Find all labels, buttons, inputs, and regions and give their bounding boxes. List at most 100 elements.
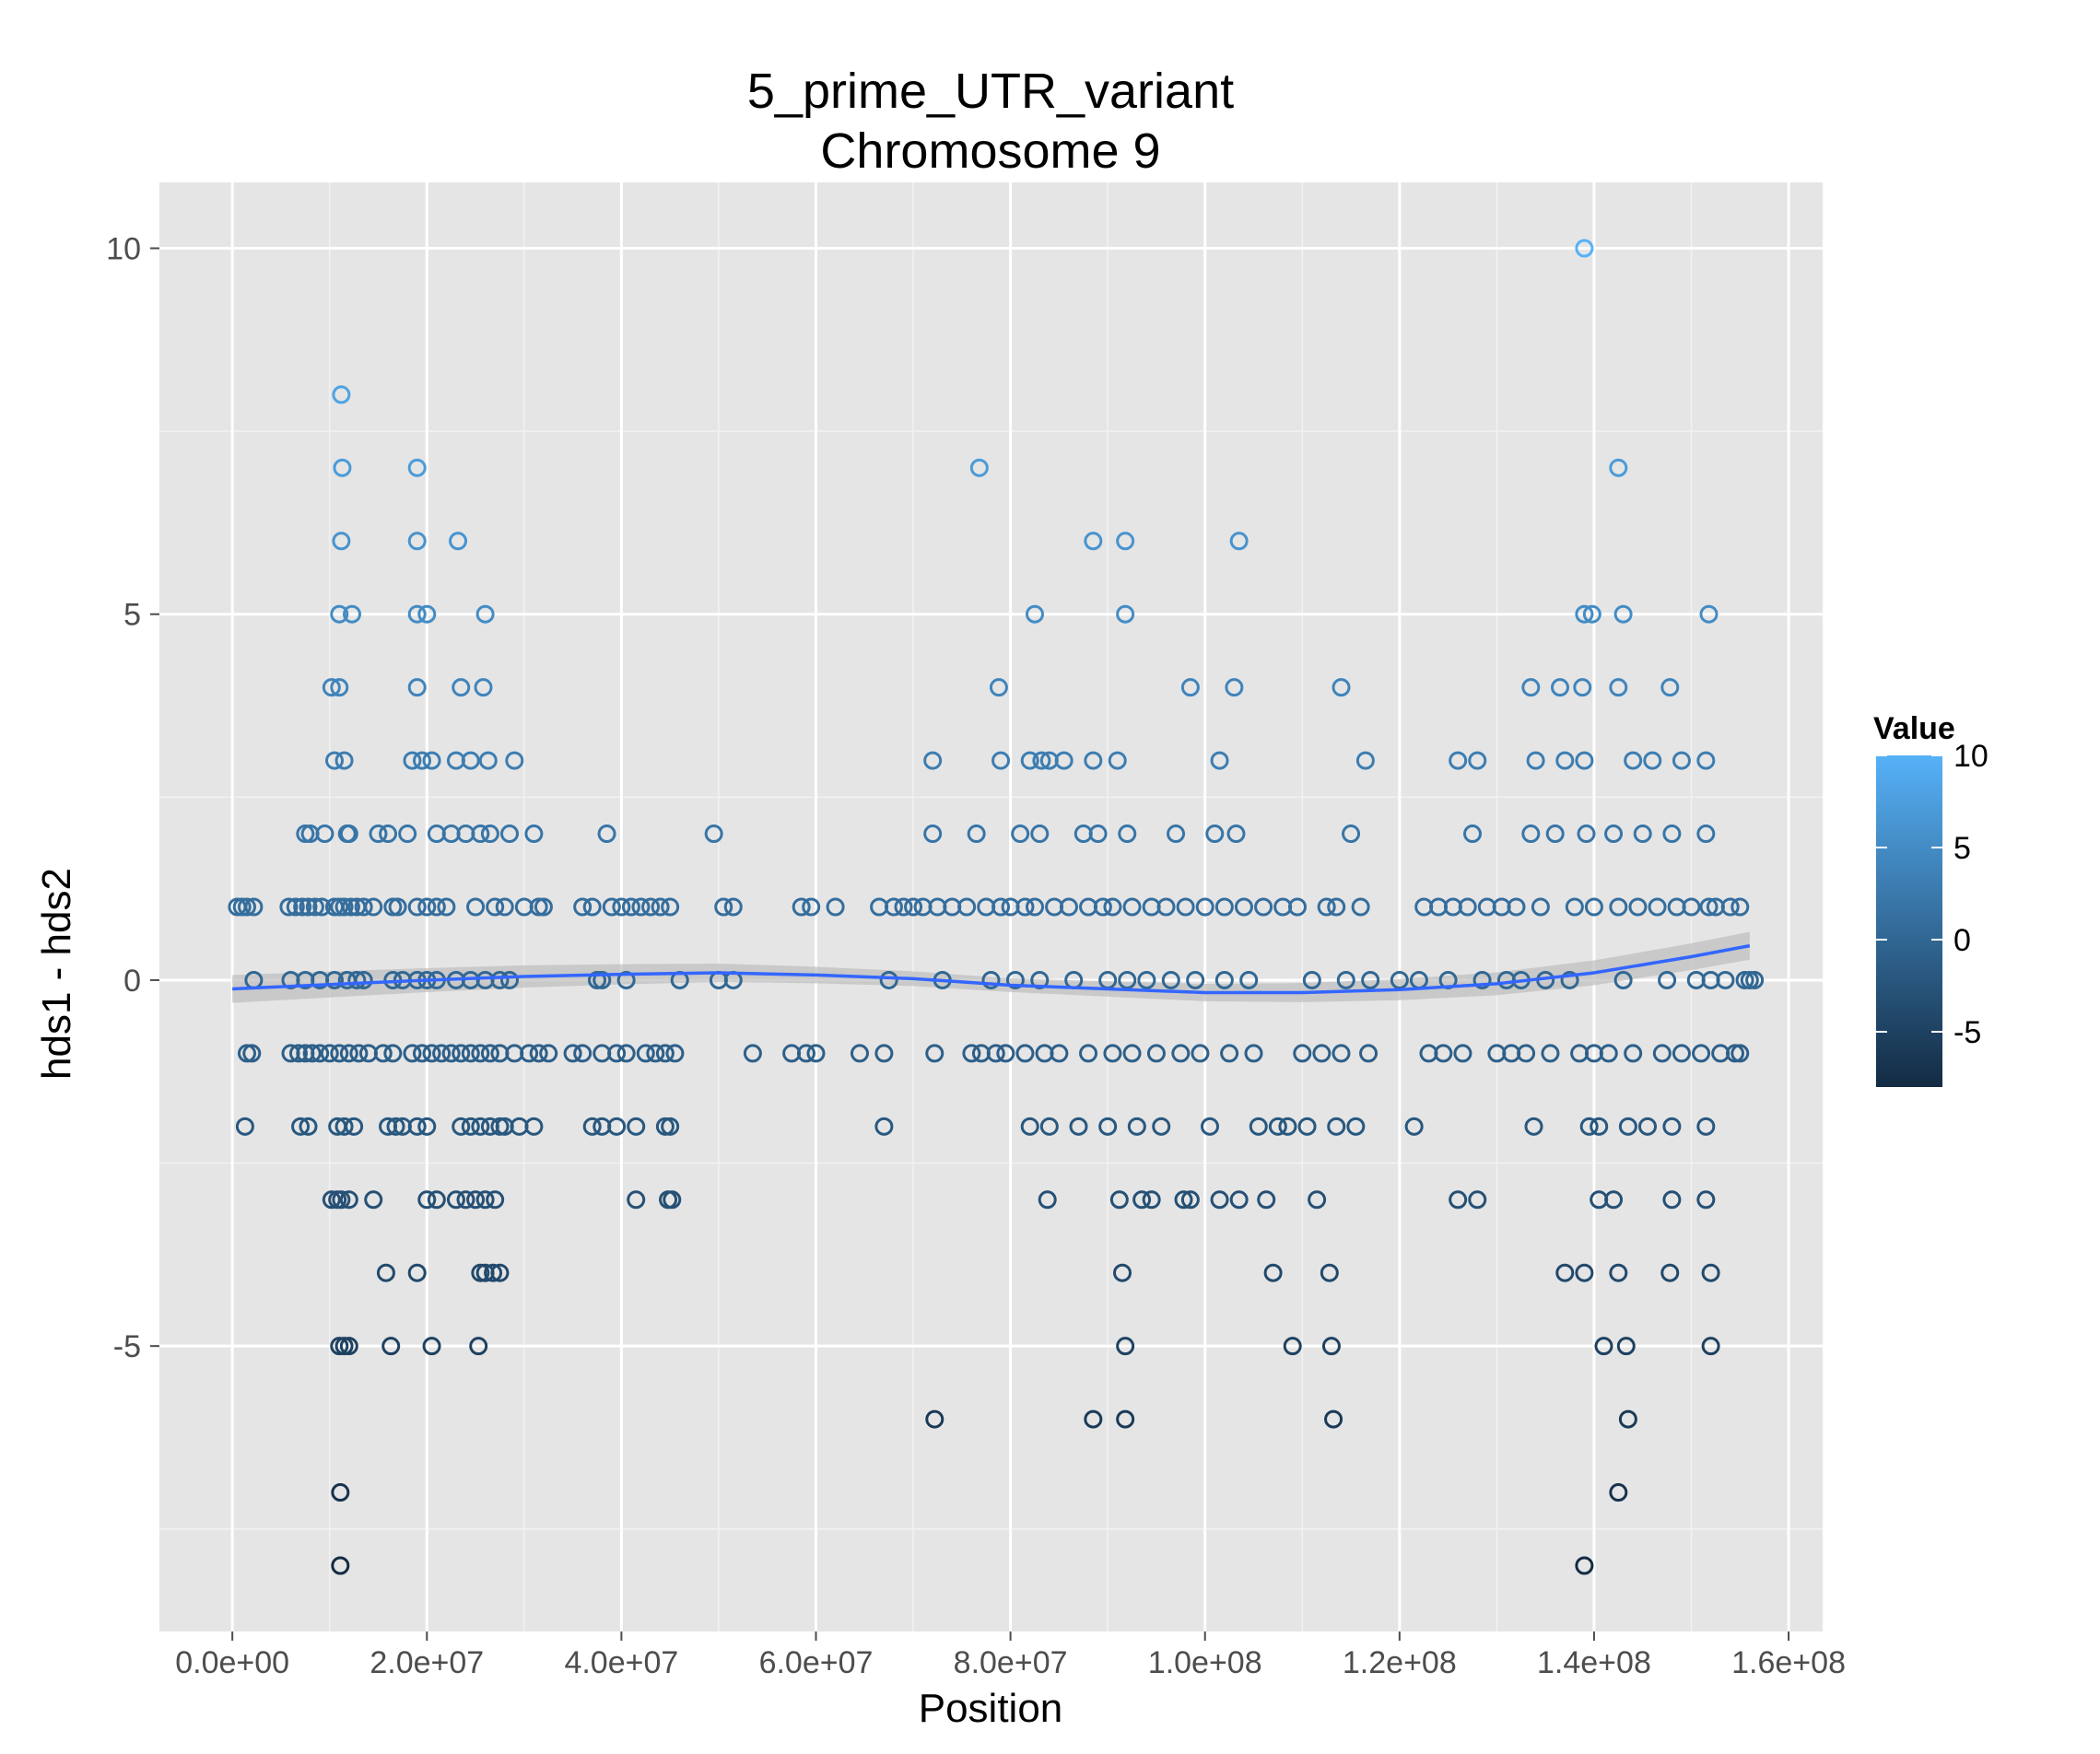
x-tick-label: 0.0e+00 (175, 1645, 289, 1680)
y-axis-title: hds1 - hds2 (34, 868, 79, 1080)
data-point (1662, 1117, 1682, 1136)
data-point (388, 897, 407, 917)
data-point (427, 897, 446, 917)
data-point (1628, 897, 1648, 917)
data-point (661, 897, 680, 917)
data-point (1137, 970, 1156, 989)
data-point (1320, 1263, 1339, 1282)
data-point (471, 1263, 490, 1282)
legend-tick-label: 10 (1953, 739, 1989, 774)
data-point (962, 1044, 981, 1063)
data-point (452, 1044, 471, 1063)
data-point (1059, 897, 1078, 917)
data-point (475, 604, 495, 624)
legend-colorbar (1876, 755, 1942, 1087)
x-axis: 0.0e+00 2.0e+07 4.0e+07 6.0e+07 8.0e+07 1.0e+… (175, 1631, 1846, 1680)
data-point (792, 897, 811, 917)
data-point (291, 1117, 311, 1136)
data-point (417, 1117, 437, 1136)
data-point (1116, 1409, 1135, 1429)
data-point (474, 678, 493, 697)
data-point (1618, 1117, 1637, 1136)
data-point (364, 897, 383, 917)
data-point (1108, 751, 1127, 770)
data-point (1613, 970, 1633, 989)
data-point (432, 1044, 452, 1063)
x-tick-label: 4.0e+07 (564, 1645, 678, 1680)
x-tick-label: 1.2e+08 (1343, 1645, 1457, 1680)
data-point (969, 458, 989, 477)
data-point (884, 897, 903, 917)
data-point (1575, 604, 1594, 624)
data-point (478, 751, 498, 770)
data-point (665, 1044, 685, 1063)
data-point (373, 1044, 393, 1063)
data-point (627, 1117, 646, 1136)
data-point (1079, 1044, 1098, 1063)
data-point (1643, 751, 1662, 770)
data-point (796, 1044, 815, 1063)
data-point (1696, 751, 1716, 770)
data-point (826, 897, 845, 917)
data-point (1118, 970, 1137, 989)
data-point (991, 751, 1011, 770)
data-point (1084, 1409, 1103, 1429)
data-point (1293, 1044, 1312, 1063)
data-point (437, 897, 456, 917)
data-point (1616, 1337, 1636, 1356)
data-point (1084, 532, 1103, 551)
data-point (469, 1337, 488, 1356)
data-point (957, 897, 977, 917)
data-point (1696, 824, 1716, 844)
data-point (607, 1044, 627, 1063)
data-point (1545, 824, 1565, 844)
data-point (446, 1190, 465, 1210)
data-point (1116, 532, 1135, 551)
data-point (704, 824, 723, 844)
data-point (1517, 1044, 1536, 1063)
data-point (381, 1337, 401, 1356)
data-point (573, 897, 592, 917)
data-point (1039, 1117, 1059, 1136)
data-point (1560, 970, 1579, 989)
data-point (330, 897, 349, 917)
data-point (1577, 824, 1596, 844)
data-point (1054, 751, 1073, 770)
data-point (325, 751, 344, 770)
data-point (1321, 1337, 1341, 1356)
data-point (403, 751, 422, 770)
data-point (1146, 1044, 1166, 1063)
data-point (1579, 1117, 1599, 1136)
data-point (311, 1044, 330, 1063)
data-point (616, 970, 636, 989)
data-point (480, 1044, 499, 1063)
data-point (1257, 1190, 1276, 1210)
data-point (1609, 1263, 1628, 1282)
data-point (1327, 1117, 1346, 1136)
data-point (441, 1044, 461, 1063)
data-point (1118, 824, 1137, 844)
data-point (379, 824, 398, 844)
data-point (1317, 897, 1336, 917)
x-tick-label: 2.0e+07 (370, 1645, 484, 1680)
data-point (1507, 897, 1526, 917)
data-point (452, 1117, 471, 1136)
data-point (655, 1117, 675, 1136)
data-point (1526, 751, 1545, 770)
data-point (383, 1044, 403, 1063)
data-point (1122, 897, 1142, 917)
data-point (302, 1044, 322, 1063)
data-point (991, 897, 1011, 917)
data-point (520, 1044, 539, 1063)
data-point (1084, 751, 1103, 770)
data-point (383, 897, 403, 917)
data-point (923, 751, 943, 770)
data-point (1638, 1117, 1657, 1136)
data-point (299, 1117, 318, 1136)
data-point (466, 1190, 486, 1210)
data-point (1531, 897, 1550, 917)
chart-subtitle: Chromosome 9 (820, 123, 1160, 179)
data-point (322, 678, 341, 697)
data-point (996, 1044, 1015, 1063)
